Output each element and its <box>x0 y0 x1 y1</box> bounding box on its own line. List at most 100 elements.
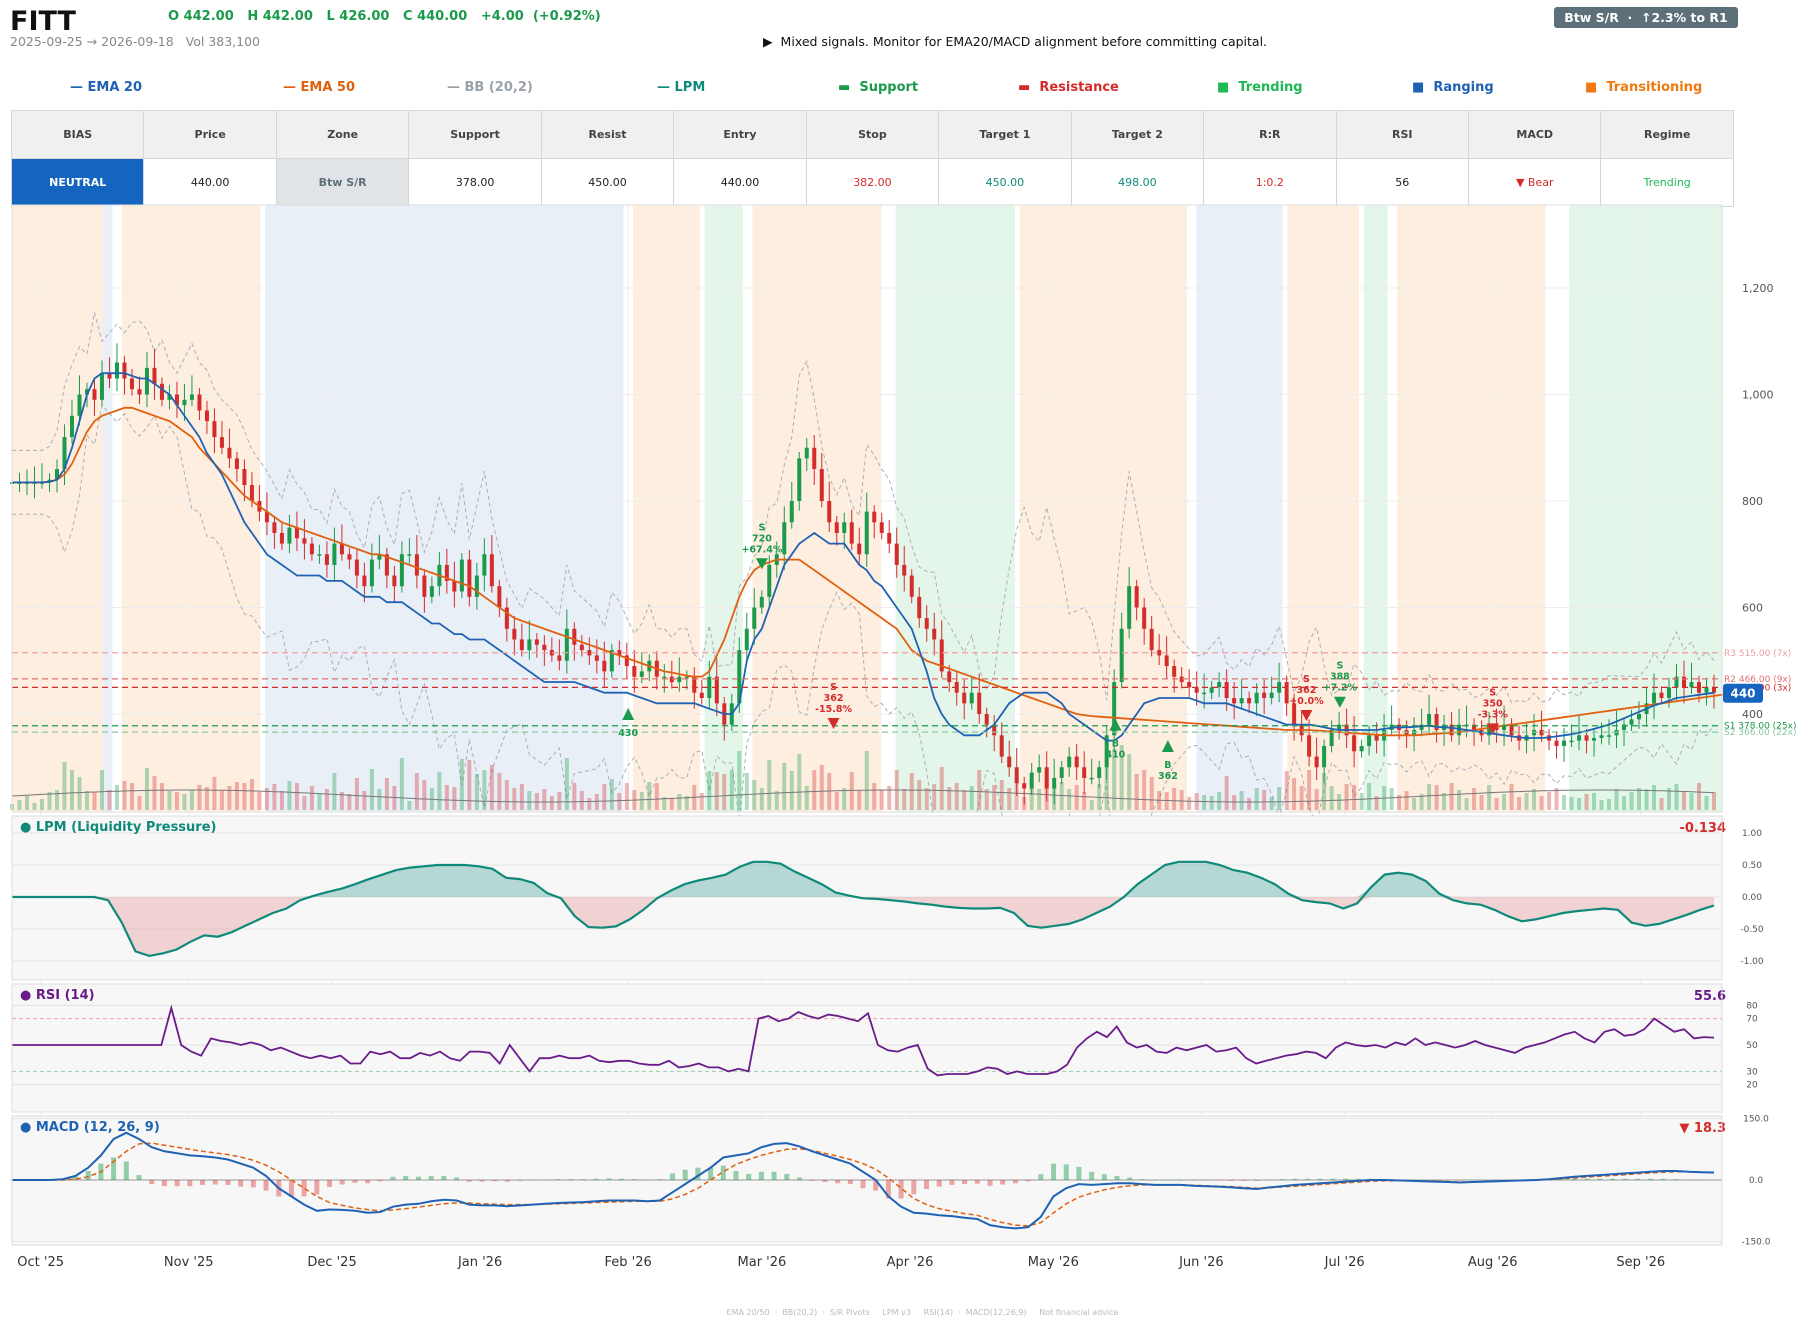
macd-histogram-bar <box>504 1180 510 1182</box>
macd-histogram-bar <box>1203 1180 1209 1181</box>
x-tick-label: Nov '25 <box>164 1255 214 1270</box>
sr-level-label: R2 466.00 (9x) <box>1724 675 1791 685</box>
candle-body <box>857 543 862 555</box>
volume-bar <box>1494 798 1499 810</box>
macd-histogram-bar <box>403 1175 409 1180</box>
volume-bar <box>572 783 577 810</box>
lpm-line <box>12 860 1715 958</box>
trade-marker-label: 362 <box>1297 685 1317 696</box>
volume-bar <box>1337 794 1342 810</box>
macd-title: ● MACD (12, 26, 9) <box>20 1120 160 1135</box>
candle-body <box>1202 692 1207 695</box>
trade-marker-label: S <box>1336 661 1343 672</box>
macd-histogram-bar <box>695 1167 701 1180</box>
macd-histogram-bar <box>85 1170 91 1180</box>
macd-histogram-bar <box>1686 1180 1692 1181</box>
volume-bar <box>1502 794 1507 810</box>
volume-bar <box>347 794 352 810</box>
candle-body <box>1164 655 1169 667</box>
candle-body <box>1592 737 1597 741</box>
macd-histogram-bar <box>466 1180 472 1182</box>
macd-histogram-bar <box>1254 1180 1260 1181</box>
trade-marker-label: B <box>1112 739 1119 750</box>
volume-bar <box>84 791 89 810</box>
volume-bar <box>1089 800 1094 810</box>
volume-bar <box>1239 791 1244 810</box>
volume-bar <box>437 772 442 810</box>
volume-bar <box>129 783 134 810</box>
bb-upper <box>12 312 1715 704</box>
volume-bar <box>1539 796 1544 810</box>
candle-body <box>744 628 749 651</box>
volume-bar <box>909 773 914 810</box>
candle-body <box>932 628 937 640</box>
candle-body <box>1562 740 1567 746</box>
macd-histogram-bar <box>1457 1180 1463 1181</box>
candle-body <box>407 554 412 556</box>
candle-body <box>1337 724 1342 730</box>
candle-body <box>482 554 487 576</box>
volume-bar <box>617 793 622 810</box>
candle-body <box>1487 724 1492 736</box>
regime-band <box>12 205 103 812</box>
candle-body <box>174 394 179 406</box>
volume-bar <box>1029 781 1034 810</box>
candle-body <box>887 532 892 544</box>
candle-body <box>1704 687 1709 693</box>
macd-histogram-bar <box>758 1171 764 1180</box>
macd-histogram-bar <box>1241 1180 1247 1181</box>
volume-bar <box>557 792 562 810</box>
volume-bar <box>1269 797 1274 810</box>
volume-bar <box>1127 754 1132 810</box>
macd-y-tick: 150.0 <box>1743 1115 1769 1125</box>
trade-marker-label: S <box>758 522 765 533</box>
legend-item: — EMA 20 <box>70 80 143 95</box>
trade-marker-label: -15.8% <box>815 704 852 715</box>
volume-bar <box>234 782 239 810</box>
candle-body <box>489 554 494 587</box>
candle-body <box>1112 682 1117 736</box>
candle-body <box>1074 756 1079 768</box>
volume-bar <box>422 780 427 810</box>
stats-header-row: BIAS Price Zone Support Resist Entry Stop Targe… <box>10 110 1734 159</box>
candle-body <box>294 527 299 539</box>
volume-bar <box>497 773 502 810</box>
legend-item: ■ Trending <box>1217 80 1303 95</box>
candle-body <box>767 564 772 597</box>
stats-value: 382.00 <box>805 158 940 207</box>
macd-histogram-bar <box>441 1175 447 1180</box>
candle-body <box>879 522 884 533</box>
candle-body <box>399 554 404 587</box>
macd-histogram-bar <box>1127 1177 1133 1180</box>
macd-histogram-bar <box>1673 1179 1679 1180</box>
macd-histogram-bar <box>1559 1179 1565 1180</box>
lpm-y-tick: 1.00 <box>1742 829 1762 839</box>
candle-body <box>579 644 584 651</box>
stats-header: Support <box>408 110 542 159</box>
lpm-y-tick: 0.50 <box>1742 861 1762 871</box>
candle-body <box>1434 714 1439 730</box>
volume-bar <box>189 790 194 810</box>
volume-bar <box>594 794 599 810</box>
candle-body <box>182 399 187 406</box>
volume-bar <box>624 783 629 810</box>
candle-body <box>1509 724 1514 736</box>
rsi-line <box>12 1004 1715 1077</box>
volume-bar <box>1367 783 1372 810</box>
macd-histogram-bar <box>720 1165 726 1180</box>
macd-histogram-bar <box>123 1161 129 1180</box>
candle-body <box>1652 692 1657 704</box>
candle-body <box>1127 586 1132 629</box>
volume-bar <box>294 783 299 810</box>
pane-border <box>11 204 1723 813</box>
candle-body <box>812 447 817 470</box>
trade-marker-label: -3.3% <box>1478 709 1509 720</box>
candle-body <box>632 666 637 677</box>
candle-body <box>377 554 382 560</box>
volume-bar <box>1569 797 1574 810</box>
candle-body <box>1577 735 1582 741</box>
volume-bar <box>227 786 232 810</box>
volume-bar <box>1524 793 1529 810</box>
volume-bar <box>377 789 382 810</box>
macd-histogram-bar <box>555 1179 561 1180</box>
